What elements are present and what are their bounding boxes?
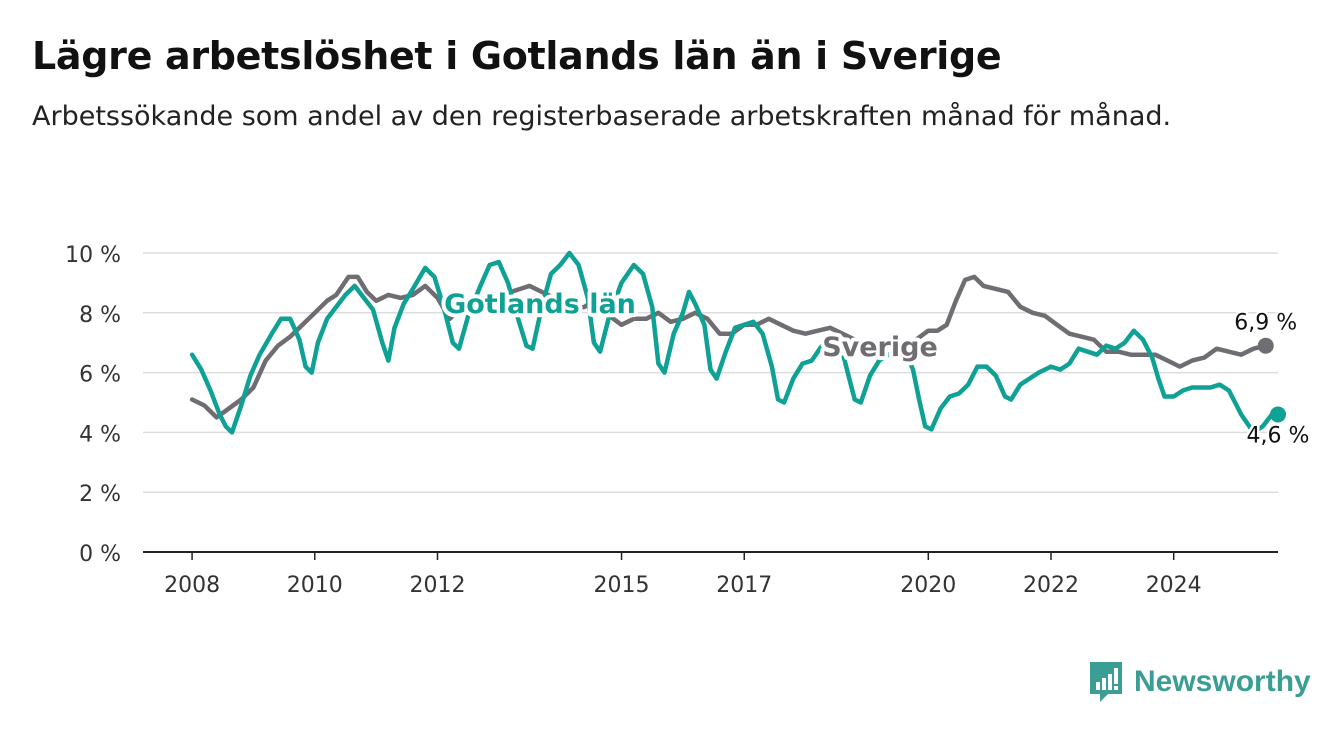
- series-end-point: [1257, 337, 1274, 354]
- series-name-annotation: Gotlands län: [444, 289, 636, 320]
- x-tick-label: 2017: [716, 573, 772, 598]
- y-axis-ticks: 0 % 2 % 4 % 6 % 8 % 10 %: [65, 243, 121, 567]
- chart-subtitle: Arbetssökande som andel av den registerb…: [32, 101, 1172, 132]
- series-end-label: 4,6 %: [1247, 423, 1310, 448]
- newsworthy-logo-icon: [1090, 662, 1122, 702]
- brand-logo: Newsworthy: [1088, 660, 1311, 704]
- x-tick-label: 2024: [1146, 573, 1202, 598]
- x-tick-label: 2015: [594, 573, 650, 598]
- series-labels: 6,9 % 4,6 % Gotlands län Sverige: [440, 285, 1312, 451]
- series-name-annotation: Sverige: [822, 332, 938, 363]
- x-tick-label: 2022: [1023, 573, 1079, 598]
- series-end-label: 6,9 %: [1234, 311, 1297, 336]
- y-tick-label: 0 %: [79, 542, 121, 567]
- brand-name: Newsworthy: [1134, 665, 1311, 698]
- x-tick-label: 2010: [287, 573, 343, 598]
- y-tick-label: 8 %: [79, 303, 121, 328]
- x-tick-label: 2020: [900, 573, 956, 598]
- y-tick-label: 6 %: [79, 363, 121, 388]
- series-end-point: [1270, 406, 1286, 423]
- series-lines: [189, 250, 1286, 435]
- x-axis-ticks: 2008 2010 2012 2015 2017 2020 2022 2024: [164, 552, 1202, 598]
- grid-lines: [143, 252, 1278, 553]
- x-tick-label: 2008: [164, 573, 220, 598]
- chart-title: Lägre arbetslöshet i Gotlands län än i S…: [32, 34, 1002, 78]
- series-line-gotland: [189, 250, 1281, 435]
- x-tick-label: 2012: [409, 573, 465, 598]
- y-tick-label: 2 %: [79, 482, 121, 507]
- y-tick-label: 10 %: [65, 243, 121, 268]
- y-tick-label: 4 %: [79, 422, 121, 447]
